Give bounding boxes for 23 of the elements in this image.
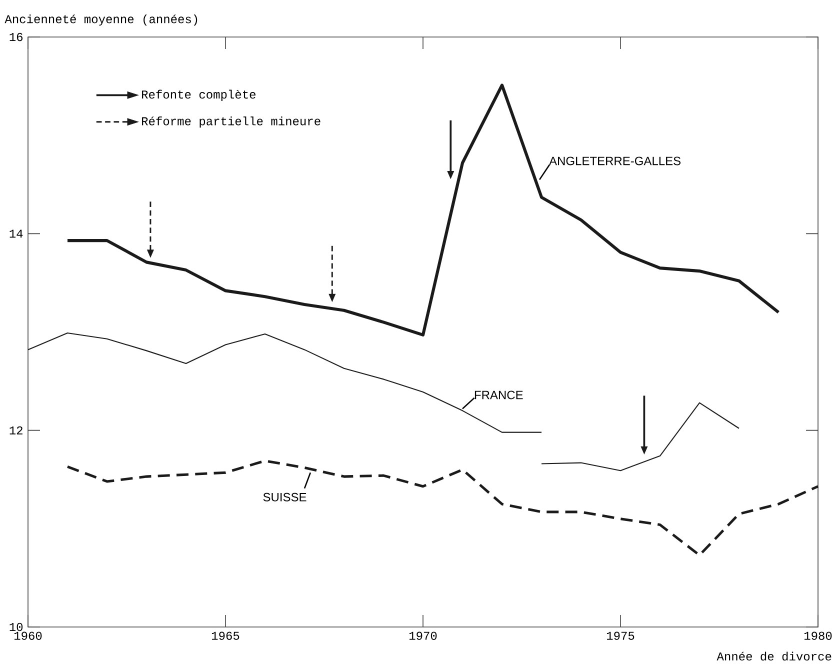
y-tick-label: 16 [10,32,23,42]
y-tick-label: 12 [10,426,22,434]
y-tick-label: 10 [10,622,23,632]
point [447,171,454,179]
legend-label: Réforme partielle mineure [142,116,320,128]
point [640,446,648,454]
x-tick-label: 1960 [14,632,42,640]
point [328,294,336,302]
series-label: ANGLETERRE-GALLES [549,156,681,166]
series-label: FRANCE [474,390,523,400]
y-axis-title: Ancienneté moyenne (années) [4,14,198,26]
point [147,250,154,258]
legend-label: Refonte complète [142,90,256,101]
line-series [66,84,780,336]
x-tick-label: 1965 [212,632,240,640]
text: SUISSE [263,492,306,502]
line-series [540,402,740,472]
x-tick-label: 1975 [606,632,634,640]
x-tick-label: 1980 [804,632,832,640]
x-tick-label: 1970 [409,632,437,640]
x-axis-title: Année de divorce [716,652,832,661]
y-tick-label: 14 [10,230,23,238]
line-series [27,332,542,433]
